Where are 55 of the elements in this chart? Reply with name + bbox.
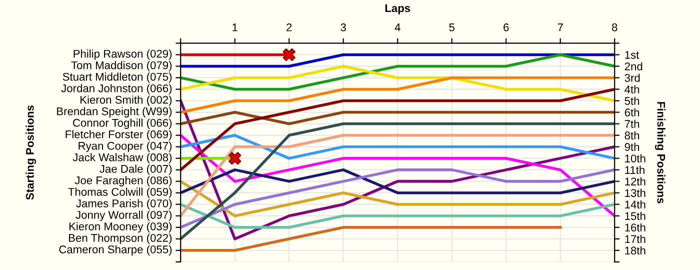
line-series [180,168,615,229]
y-tick-label: 15th [625,212,646,220]
series-label: Philip Rawson (029) [74,50,172,60]
y-tick-label: 10th [625,154,646,162]
series-label: Brendan Speight (W99) [57,107,172,118]
line-series [180,53,615,91]
y-tick-label: 13th [625,188,646,197]
line-series [180,64,615,102]
series-label: Joe Faraghen (086) [74,176,172,187]
y-tick-label: 14th [625,200,646,208]
series-label: Thomas Colwill (059) [68,188,172,198]
x-tick-label: 1 [232,24,238,32]
y-tick-label: 6th [624,108,640,116]
y-tick-label: 11th [625,166,644,174]
x-tick-label: 5 [449,24,454,32]
line-series [180,122,615,240]
series-label: Tom Maddison (079) [71,61,172,72]
y-tick-label: 16th [625,223,646,232]
series-label: Stuart Middleton (075) [62,72,172,83]
y-tick-label: 18th [625,246,646,255]
x-axis-title: Laps [385,4,410,14]
x-tick-label: 4 [394,24,400,32]
y-tick-label: 9th [624,142,640,151]
series-label: Ryan Cooper (047) [78,142,172,152]
series-label: Connor Toghill (066) [72,118,172,129]
x-tick-label: 3 [340,23,346,32]
y-tick-label: 5th [624,96,640,105]
series-label: Jordan Johnston (066) [61,84,172,94]
y-tick-label: 8th [624,131,640,140]
y-tick-label: 1st [625,51,640,59]
x-tick-label: 2 [286,23,292,32]
series-label: Jonny Worrall (097) [76,210,172,222]
series-label: Kieron Mooney (039) [69,222,172,233]
y-tick-label: 17th [625,234,646,243]
x-tick-label: 6 [504,23,509,32]
x-tick-label: 7 [558,24,563,32]
line-series [180,180,615,218]
series-label: Cameron Sharpe (055) [59,245,172,256]
series-label: James Parish (070) [76,199,172,210]
y-tick-label: 3rd [624,74,640,82]
series-label: Ben Thompson (022) [69,234,172,244]
y-tick-label: 4th [624,85,640,94]
line-series [180,76,615,114]
line-series [180,88,615,172]
y-tick-label: 12th [625,177,646,186]
y-axis-title: Finishing Positions [654,102,666,204]
series-label: Kieron Smith (002) [80,96,172,106]
series-label: Jack Walshaw (008) [72,153,172,164]
y-tick-label: 2nd [624,62,642,70]
text: Starting Positions [26,105,36,200]
series-label: Fletcher Forster (069) [66,130,172,140]
series-label: Jae Dale (007) [100,164,172,175]
line-series [180,134,615,218]
y-tick-label: 7th [624,120,640,128]
x-tick-label: 8 [612,23,618,32]
